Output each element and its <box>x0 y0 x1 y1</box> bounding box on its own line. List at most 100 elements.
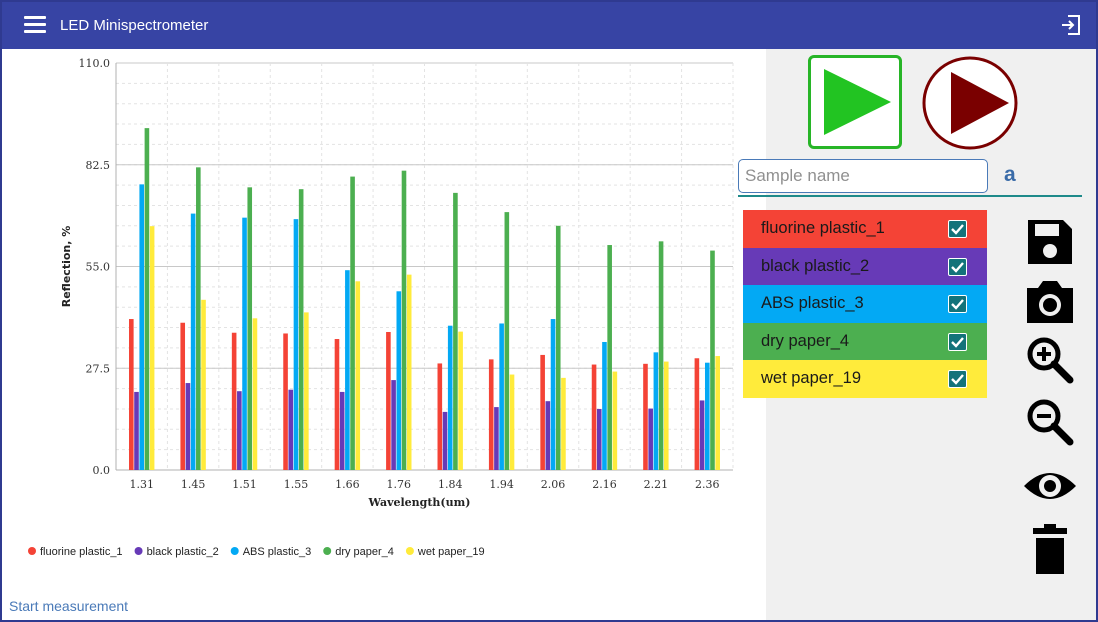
sample-item[interactable]: dry paper_4 <box>743 322 987 361</box>
sample-item[interactable]: ABS plastic_3 <box>743 285 987 323</box>
sample-label: fluorine plastic_1 <box>761 219 885 237</box>
bar-ABS-plastic_3 <box>190 213 196 470</box>
bar-fluorine-plastic_1 <box>488 359 494 470</box>
bar-black-plastic_2 <box>596 408 602 470</box>
legend-label: dry paper_4 <box>335 546 394 558</box>
sample-item[interactable]: wet paper_19 <box>743 360 987 398</box>
bar-wet-paper_19 <box>252 318 258 470</box>
bar-wet-paper_19 <box>715 356 720 470</box>
bar-dry-paper_4 <box>144 128 150 470</box>
save-icon[interactable] <box>1022 214 1078 270</box>
sample-checkbox[interactable] <box>948 220 967 238</box>
play-icon <box>824 69 891 135</box>
y-tick-label: 110.0 <box>79 57 111 70</box>
x-tick-label: 1.51 <box>232 478 257 491</box>
x-tick-label: 1.66 <box>335 478 360 491</box>
bar-black-plastic_2 <box>545 401 551 470</box>
x-tick-label: 2.21 <box>644 478 669 491</box>
bar-black-plastic_2 <box>185 383 191 470</box>
sample-checkbox[interactable] <box>948 295 967 314</box>
bar-ABS-plastic_3 <box>293 219 299 470</box>
x-axis-title: Wavelength(um) <box>368 496 471 509</box>
legend-label: ABS plastic_3 <box>243 546 311 558</box>
bar-wet-paper_19 <box>406 274 412 470</box>
delete-icon[interactable] <box>1022 522 1078 578</box>
sample-checkbox[interactable] <box>948 370 967 389</box>
bar-dry-paper_4 <box>504 212 510 471</box>
x-tick-label: 2.06 <box>541 478 566 491</box>
bar-fluorine-plastic_1 <box>283 333 288 470</box>
bar-dry-paper_4 <box>658 241 664 470</box>
y-tick-label: 82.5 <box>86 159 111 172</box>
sample-suffix: a <box>1004 163 1016 186</box>
sample-checkbox[interactable] <box>948 257 967 276</box>
bar-dry-paper_4 <box>247 187 253 470</box>
bar-ABS-plastic_3 <box>602 341 607 470</box>
sample-label: ABS plastic_3 <box>761 294 864 313</box>
bar-wet-paper_19 <box>355 281 361 470</box>
zoom-out-icon[interactable] <box>1022 394 1078 450</box>
bar-fluorine-plastic_1 <box>540 354 545 470</box>
legend-label: fluorine plastic_1 <box>40 546 123 558</box>
bar-black-plastic_2 <box>288 389 294 470</box>
bar-fluorine-plastic_1 <box>334 339 340 470</box>
sample-label: dry paper_4 <box>761 331 850 350</box>
x-tick-label: 1.94 <box>489 478 514 491</box>
legend-swatch <box>405 547 414 555</box>
bar-dry-paper_4 <box>710 250 715 470</box>
sample-item[interactable]: black plastic_2 <box>743 247 987 286</box>
bar-wet-paper_19 <box>509 374 515 470</box>
bar-fluorine-plastic_1 <box>694 358 700 470</box>
hamburger-menu-icon[interactable] <box>24 16 46 34</box>
bar-wet-paper_19 <box>458 331 463 470</box>
chart-area: 0.0 27.5 55.0 82.5 110.0 1.31 1.45 1.51 1.55 1.66… <box>2 49 766 620</box>
y-tick-label: 0.0 <box>93 464 111 477</box>
sample-checkbox[interactable] <box>948 332 967 351</box>
eye-icon[interactable] <box>1022 458 1078 514</box>
sample-label: wet paper_19 <box>761 369 861 388</box>
bar-wet-paper_19 <box>612 371 618 470</box>
continuous-measurement-button[interactable] <box>921 55 1019 151</box>
bar-dry-paper_4 <box>350 176 355 470</box>
zoom-in-icon[interactable] <box>1022 332 1078 388</box>
legend-label: wet paper_19 <box>417 546 485 558</box>
x-tick-label: 1.31 <box>129 478 154 491</box>
start-measurement-button[interactable] <box>808 55 902 149</box>
bar-ABS-plastic_3 <box>653 352 659 470</box>
reflection-bar-chart: 0.0 27.5 55.0 82.5 110.0 1.31 1.45 1.51 1.55 1.66… <box>28 57 734 558</box>
sample-name-input[interactable] <box>738 159 988 193</box>
bar-black-plastic_2 <box>134 391 139 470</box>
app-bar: LED Minispectrometer <box>2 2 1096 49</box>
bar-dry-paper_4 <box>401 170 407 471</box>
x-tick-label: 1.76 <box>387 478 412 491</box>
bar-wet-paper_19 <box>304 312 309 470</box>
bar-fluorine-plastic_1 <box>643 363 648 470</box>
exit-icon[interactable] <box>1060 14 1082 36</box>
bar-fluorine-plastic_1 <box>129 319 134 470</box>
sample-item[interactable]: fluorine plastic_1 <box>743 210 987 248</box>
camera-icon[interactable] <box>1022 272 1078 328</box>
app-title: LED Minispectrometer <box>60 17 209 34</box>
bar-ABS-plastic_3 <box>704 362 710 470</box>
bar-fluorine-plastic_1 <box>386 331 391 470</box>
input-underline <box>738 195 1082 197</box>
bar-wet-paper_19 <box>201 299 206 470</box>
bar-black-plastic_2 <box>339 391 345 470</box>
bar-black-plastic_2 <box>648 408 653 470</box>
bar-dry-paper_4 <box>607 245 612 470</box>
bar-black-plastic_2 <box>494 407 499 470</box>
bar-ABS-plastic_3 <box>396 291 402 470</box>
bar-ABS-plastic_3 <box>139 184 145 471</box>
bar-wet-paper_19 <box>149 226 155 470</box>
bar-fluorine-plastic_1 <box>180 322 186 470</box>
x-tick-label: 2.36 <box>695 478 720 491</box>
bar-wet-paper_19 <box>663 361 669 470</box>
bar-ABS-plastic_3 <box>447 325 453 470</box>
y-tick-label: 55.0 <box>86 261 111 274</box>
legend-swatch <box>323 547 332 555</box>
bar-dry-paper_4 <box>555 225 561 470</box>
bar-ABS-plastic_3 <box>242 217 247 470</box>
y-axis-title: Reflection, % <box>60 226 73 308</box>
